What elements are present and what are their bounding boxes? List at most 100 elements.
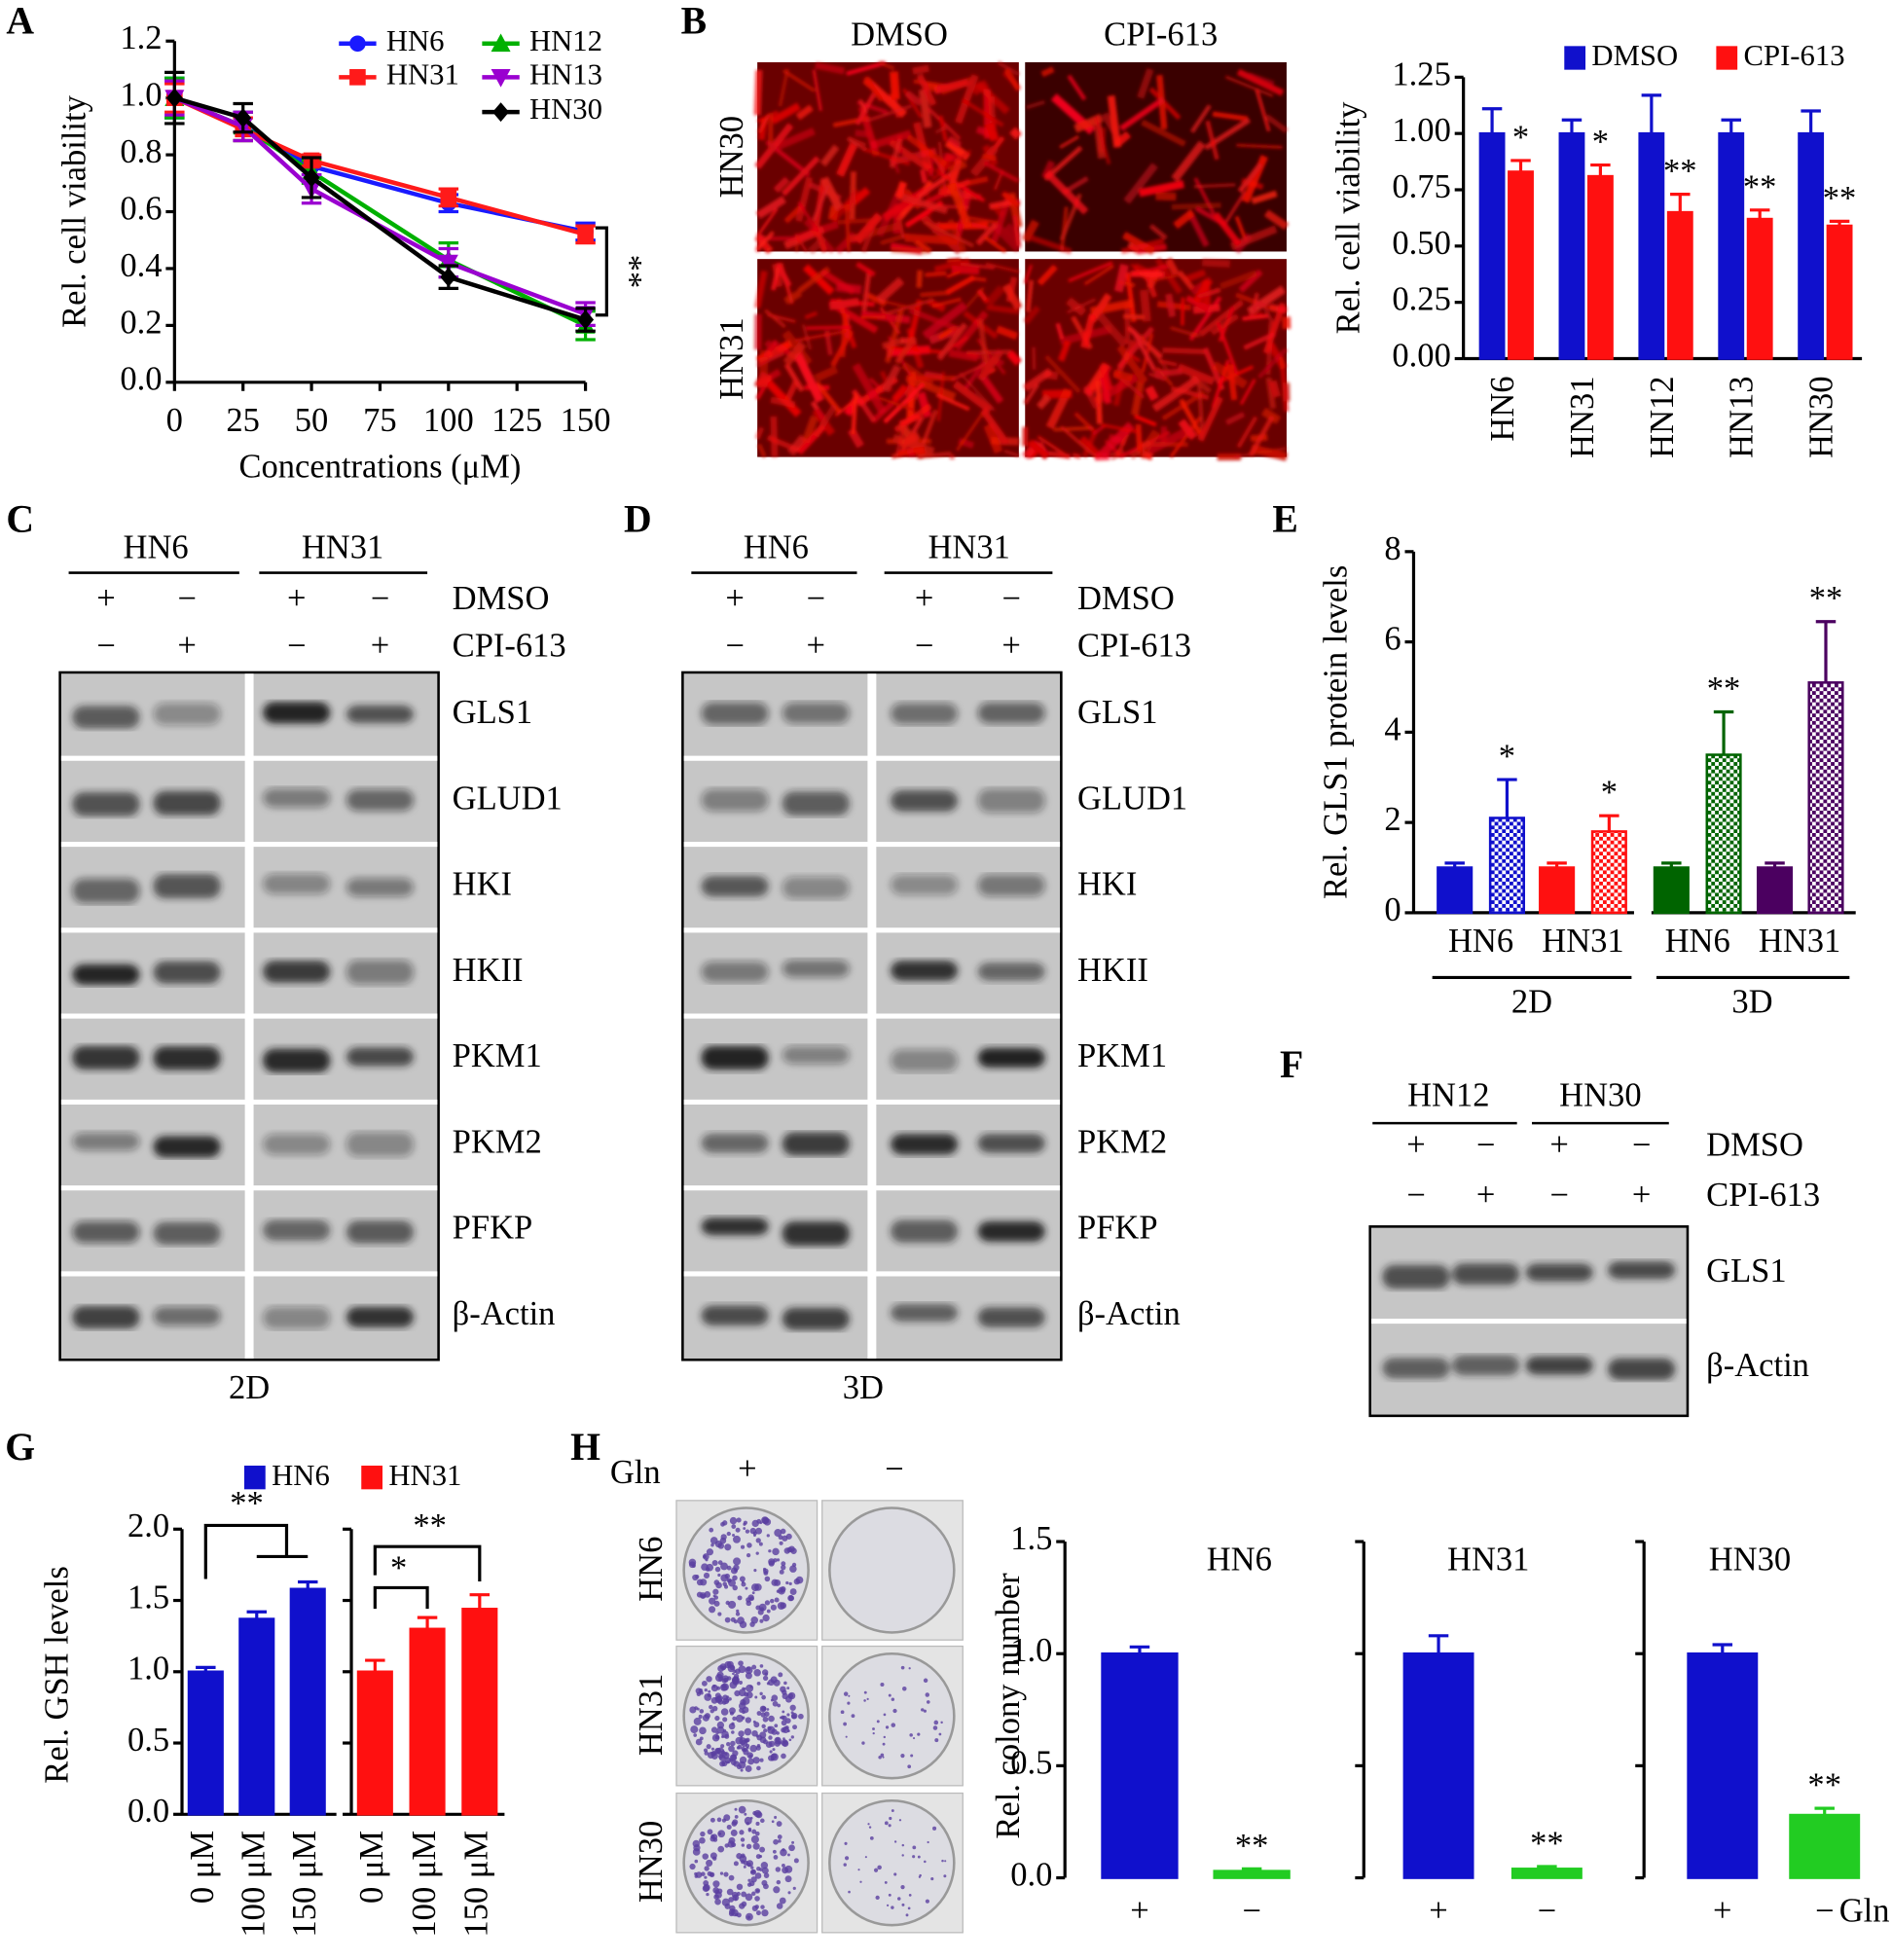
colony [736, 1609, 740, 1613]
colony [777, 1703, 782, 1708]
cell [828, 297, 860, 310]
colony [901, 1903, 905, 1906]
cell [916, 270, 923, 288]
y-tick-label: 0.2 [120, 304, 162, 341]
row-label: HN30 [633, 1821, 670, 1903]
panel-letter: A [6, 0, 34, 43]
legend-marker [349, 69, 366, 86]
bar [1789, 1813, 1861, 1879]
x-tick-label: HN12 [1644, 376, 1681, 457]
colony [780, 1686, 786, 1693]
colony [710, 1833, 715, 1839]
colony [780, 1848, 787, 1857]
x-axis-label: Concentrations (μM) [238, 448, 521, 485]
x-tick-label: HN6 [1448, 923, 1513, 960]
sign: − [725, 628, 744, 665]
colony [737, 1595, 743, 1601]
cell [908, 308, 962, 333]
colony [704, 1866, 710, 1871]
colony [780, 1528, 786, 1535]
y-axis-label: Rel. cell viability [1329, 101, 1366, 335]
cell [916, 452, 952, 459]
colony [694, 1706, 698, 1710]
band [72, 706, 140, 729]
cell [1119, 96, 1166, 131]
band [1525, 1263, 1593, 1282]
cell [1226, 364, 1238, 401]
colony [722, 1728, 727, 1733]
cell [1205, 120, 1219, 161]
band [1382, 1264, 1450, 1289]
bar [1638, 131, 1665, 360]
bar [1101, 1651, 1179, 1879]
group-label: 3D [1731, 984, 1772, 1021]
colony [734, 1689, 741, 1697]
colony [776, 1879, 782, 1885]
annotation: * [1512, 119, 1529, 156]
colony [884, 1821, 889, 1826]
colony [844, 1856, 850, 1861]
cell [1268, 380, 1281, 398]
cell [764, 309, 786, 329]
band [263, 873, 331, 894]
cell [904, 90, 923, 107]
colony [701, 1563, 709, 1571]
y-tick-label: 1.5 [1010, 1520, 1052, 1557]
band [263, 788, 331, 808]
colony [712, 1880, 720, 1888]
cell [983, 423, 1003, 454]
colony [787, 1891, 791, 1895]
colony [787, 1594, 794, 1602]
annotation: ** [1235, 1828, 1269, 1865]
x-tick-label: HN6 [1484, 376, 1521, 441]
chart-title: HN30 [1709, 1542, 1791, 1579]
cell [797, 200, 819, 233]
band [701, 1045, 769, 1071]
colony [756, 1681, 761, 1686]
colony [713, 1894, 719, 1900]
cell [1023, 382, 1040, 405]
band [977, 702, 1045, 724]
cell [948, 182, 972, 230]
cell [1093, 373, 1140, 406]
cell [896, 446, 926, 458]
colony [747, 1829, 752, 1833]
cell [1136, 428, 1161, 460]
x-tick-label: 100 μM [406, 1831, 443, 1938]
cell [812, 184, 830, 222]
cell [770, 102, 801, 125]
colony [780, 1602, 787, 1610]
colony [746, 1821, 750, 1826]
protein-label: PKM2 [1077, 1123, 1167, 1160]
sign: − [915, 628, 933, 665]
colony [736, 1517, 742, 1523]
colony [694, 1859, 699, 1864]
colony [872, 1727, 875, 1730]
colony [772, 1849, 777, 1854]
colony [762, 1675, 769, 1682]
x-tick-label: 75 [363, 402, 397, 439]
cell [1178, 418, 1198, 441]
band [346, 1306, 414, 1327]
bands [701, 702, 1045, 725]
cell [858, 98, 868, 114]
cell [1224, 411, 1246, 425]
colony [779, 1541, 783, 1545]
band [977, 1307, 1045, 1327]
sign: − [1406, 1177, 1425, 1214]
colony [781, 1753, 786, 1760]
point [577, 226, 594, 243]
column-label: + [738, 1450, 756, 1487]
bar [1586, 174, 1614, 360]
cell [947, 135, 963, 149]
colony [715, 1731, 719, 1735]
colony [769, 1750, 773, 1754]
colony [699, 1709, 705, 1714]
colony [741, 1853, 746, 1859]
cell [756, 207, 779, 237]
colony [885, 1725, 890, 1729]
colony [768, 1715, 775, 1723]
colony [785, 1580, 789, 1585]
colony [875, 1895, 880, 1901]
colony [851, 1714, 855, 1719]
